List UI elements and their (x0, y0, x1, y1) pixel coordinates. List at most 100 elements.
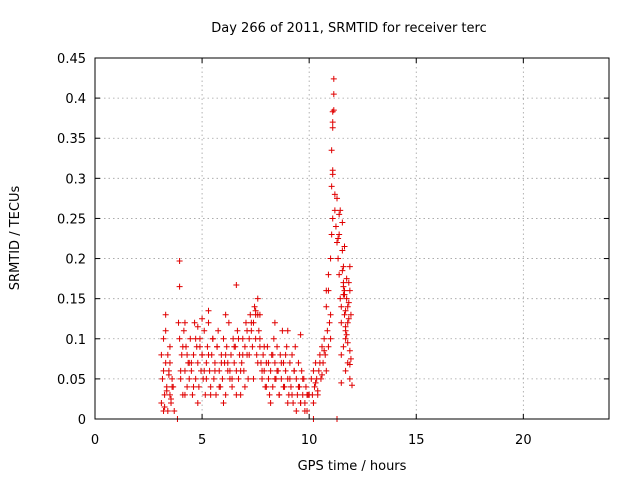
data-point (317, 375, 324, 382)
data-point (158, 399, 165, 406)
y-axis-label: SRMTID / TECUs (8, 186, 23, 291)
data-point (329, 119, 336, 126)
data-point (322, 351, 329, 358)
data-point (337, 295, 344, 302)
y-tick-label: 0.3 (65, 172, 86, 187)
data-point (342, 367, 349, 374)
data-point (339, 267, 346, 274)
data-point (278, 375, 285, 382)
data-point (162, 327, 169, 334)
data-point (270, 335, 277, 342)
data-point (319, 343, 326, 350)
data-point (349, 382, 355, 389)
data-point (267, 367, 274, 374)
data-point (334, 195, 341, 202)
x-tick-label: 15 (408, 433, 425, 448)
data-point (311, 383, 318, 390)
y-tick-label: 0.4 (65, 92, 86, 107)
data-point (342, 335, 349, 342)
data-point (194, 399, 201, 406)
data-point (233, 282, 240, 289)
data-point (344, 303, 351, 310)
data-point (246, 351, 253, 358)
data-point (335, 235, 342, 242)
data-point (346, 375, 353, 382)
data-point (282, 367, 289, 374)
data-point (249, 343, 256, 350)
data-point (245, 375, 252, 382)
data-point (219, 375, 226, 382)
data-point (345, 315, 352, 322)
data-point (216, 383, 223, 390)
data-point (301, 407, 308, 414)
data-point (248, 319, 255, 326)
data-point (205, 319, 212, 326)
data-point (323, 367, 330, 374)
data-point (347, 311, 354, 318)
data-point (310, 399, 317, 406)
data-point (344, 339, 351, 346)
data-point (220, 335, 227, 342)
data-point (215, 327, 222, 334)
data-point (199, 351, 206, 358)
x-tick-labels: 0 5 10 15 20 (91, 433, 532, 448)
data-point (222, 391, 229, 398)
data-point (331, 207, 338, 214)
data-point (314, 387, 321, 394)
data-point (199, 315, 206, 322)
data-point (161, 403, 168, 410)
data-point (256, 335, 263, 342)
data-point (269, 351, 276, 358)
data-point (332, 223, 339, 230)
data-point (331, 191, 338, 198)
data-point (342, 307, 349, 314)
data-point (235, 375, 242, 382)
data-point (204, 343, 211, 350)
data-point (164, 351, 171, 358)
data-point (338, 303, 345, 310)
data-point (201, 367, 208, 374)
data-point (209, 335, 216, 342)
data-point (321, 335, 328, 342)
data-point (294, 391, 301, 398)
data-point (327, 335, 334, 342)
data-point (253, 351, 260, 358)
data-point (168, 395, 175, 402)
data-point (254, 359, 261, 366)
data-point (160, 335, 167, 342)
data-point (176, 283, 183, 290)
data-point (309, 391, 316, 398)
y-tick-label: 0.1 (65, 333, 86, 348)
plot-frame (94, 57, 610, 420)
data-point (237, 367, 244, 374)
data-point (241, 383, 248, 390)
data-point (206, 367, 213, 374)
data-point (271, 375, 278, 382)
data-point (250, 375, 257, 382)
data-point (181, 319, 188, 326)
data-point (184, 383, 191, 390)
data-point (340, 291, 347, 298)
data-point (166, 391, 173, 398)
data-point (325, 343, 332, 350)
data-point (169, 375, 176, 382)
data-point (239, 351, 246, 358)
data-point (286, 375, 293, 382)
data-point (213, 391, 220, 398)
data-point (271, 359, 278, 366)
data-point (298, 367, 305, 374)
data-point (330, 91, 337, 98)
data-point (259, 375, 266, 382)
data-point (276, 391, 283, 398)
data-point (192, 375, 199, 382)
data-point (195, 383, 202, 390)
data-point (323, 303, 330, 310)
data-point (316, 359, 323, 366)
data-point (201, 327, 208, 334)
data-point (308, 375, 315, 382)
data-point (158, 351, 165, 358)
data-point (319, 371, 326, 378)
data-point (283, 343, 290, 350)
data-point (161, 391, 168, 398)
